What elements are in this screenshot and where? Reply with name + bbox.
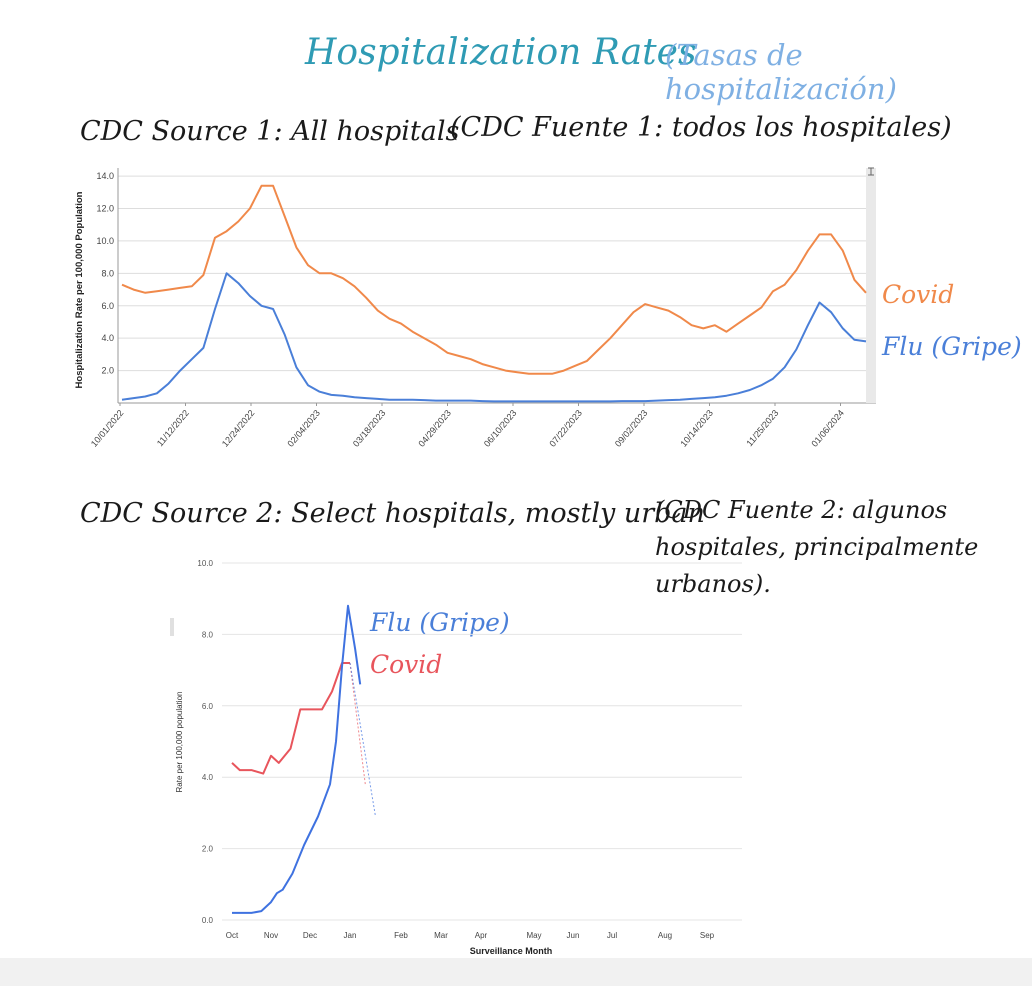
chart2-xtick-label: Jul bbox=[607, 931, 617, 940]
chart2-ytick-label: 4.0 bbox=[202, 773, 214, 782]
chart1-xtick-label: 07/22/2023 bbox=[547, 408, 584, 449]
chart2-covid-incomplete-line bbox=[349, 662, 366, 785]
chart1-flu-line bbox=[121, 272, 867, 403]
chart1-highlight-band bbox=[866, 168, 876, 403]
chart1-heading-translation: (CDC Fuente 1: todos los hospitales) bbox=[450, 112, 952, 143]
chart2-ytick-label: 0.0 bbox=[202, 916, 214, 925]
chart2-heading-translation: (CDC Fuente 2: algunos hospitales, princ… bbox=[655, 496, 979, 598]
chart2-ytick-label: 10.0 bbox=[197, 559, 213, 568]
chart1-ytick-label: 4.0 bbox=[101, 333, 114, 343]
chart1-ytick-label: 14.0 bbox=[96, 171, 114, 181]
page-title: Hospitalization Rates bbox=[305, 32, 697, 73]
chart1-ytick-label: 2.0 bbox=[101, 366, 114, 376]
chart2-xtick-label: Feb bbox=[394, 931, 408, 940]
chart1-ytick-label: 10.0 bbox=[96, 236, 114, 246]
chart2-covid-line bbox=[231, 662, 350, 775]
chart2-covid-annotation: Covid bbox=[370, 650, 443, 679]
chart2-ytick-label: 6.0 bbox=[202, 702, 214, 711]
chart1-xtick-label: 10/14/2023 bbox=[678, 408, 715, 449]
chart1-xtick-label: 11/25/2023 bbox=[744, 408, 780, 448]
chart1-xtick-label: 11/12/2022 bbox=[155, 408, 191, 448]
chart1-y-axis-label: Hospitalization Rate per 100,000 Populat… bbox=[74, 191, 85, 388]
chart1-xtick-label: 12/24/2022 bbox=[220, 408, 257, 449]
chart1-heading: CDC Source 1: All hospitals bbox=[80, 116, 460, 147]
chart1-xtick-label: 01/06/2024 bbox=[809, 408, 846, 449]
chart2-left-marker bbox=[170, 618, 174, 636]
chart2-flu-line bbox=[232, 604, 362, 914]
page-title-translation: (Tasas de hospitalización) bbox=[665, 38, 897, 106]
chart2-xtick-label: Nov bbox=[264, 931, 278, 940]
chart1-xtick-label: 10/01/2022 bbox=[89, 408, 126, 449]
chart1-ytick-label: 12.0 bbox=[96, 204, 114, 214]
chart2-ytick-label: 8.0 bbox=[202, 630, 214, 639]
chart2-flu-incomplete-line bbox=[349, 662, 376, 817]
chart2-xtick-label: May bbox=[526, 931, 541, 940]
chart2-xtick-label: Aug bbox=[658, 931, 672, 940]
chart1-xtick-label: 02/04/2023 bbox=[285, 408, 322, 449]
chart2-flu-annotation: Flu (Gripe) bbox=[370, 608, 510, 637]
chart2-xtick-label: Jan bbox=[344, 931, 357, 940]
chart1-xtick-label: 04/29/2023 bbox=[416, 408, 453, 449]
chart1-xtick-label: 09/02/2023 bbox=[613, 408, 650, 449]
bottom-bar bbox=[0, 958, 1032, 986]
chart2-ytick-label: 2.0 bbox=[202, 845, 214, 854]
chart2-xtick-label: Dec bbox=[303, 931, 317, 940]
chart1-flu-annotation: Flu (Gripe) bbox=[882, 332, 1022, 361]
chart2-y-axis-label: Rate per 100,000 population bbox=[175, 692, 184, 793]
chart1-covid-line bbox=[121, 184, 867, 375]
chart1-xtick-label: 06/10/2023 bbox=[482, 408, 519, 449]
chart2-heading: CDC Source 2: Select hospitals, mostly u… bbox=[80, 498, 705, 529]
chart1-ytick-label: 8.0 bbox=[101, 268, 114, 278]
chart1-ytick-label: 6.0 bbox=[101, 301, 114, 311]
chart2-x-axis-label: Surveillance Month bbox=[470, 946, 553, 956]
chart2-xtick-label: Oct bbox=[226, 931, 239, 940]
chart1-covid-annotation: Covid bbox=[882, 280, 955, 309]
chart2-xtick-label: Mar bbox=[434, 931, 448, 940]
chart2-xtick-label: Jun bbox=[567, 931, 580, 940]
chart1-xtick-label: 03/18/2023 bbox=[351, 408, 388, 449]
chart2-xtick-label: Apr bbox=[475, 931, 488, 940]
chart2-xtick-label: Sep bbox=[700, 931, 715, 940]
